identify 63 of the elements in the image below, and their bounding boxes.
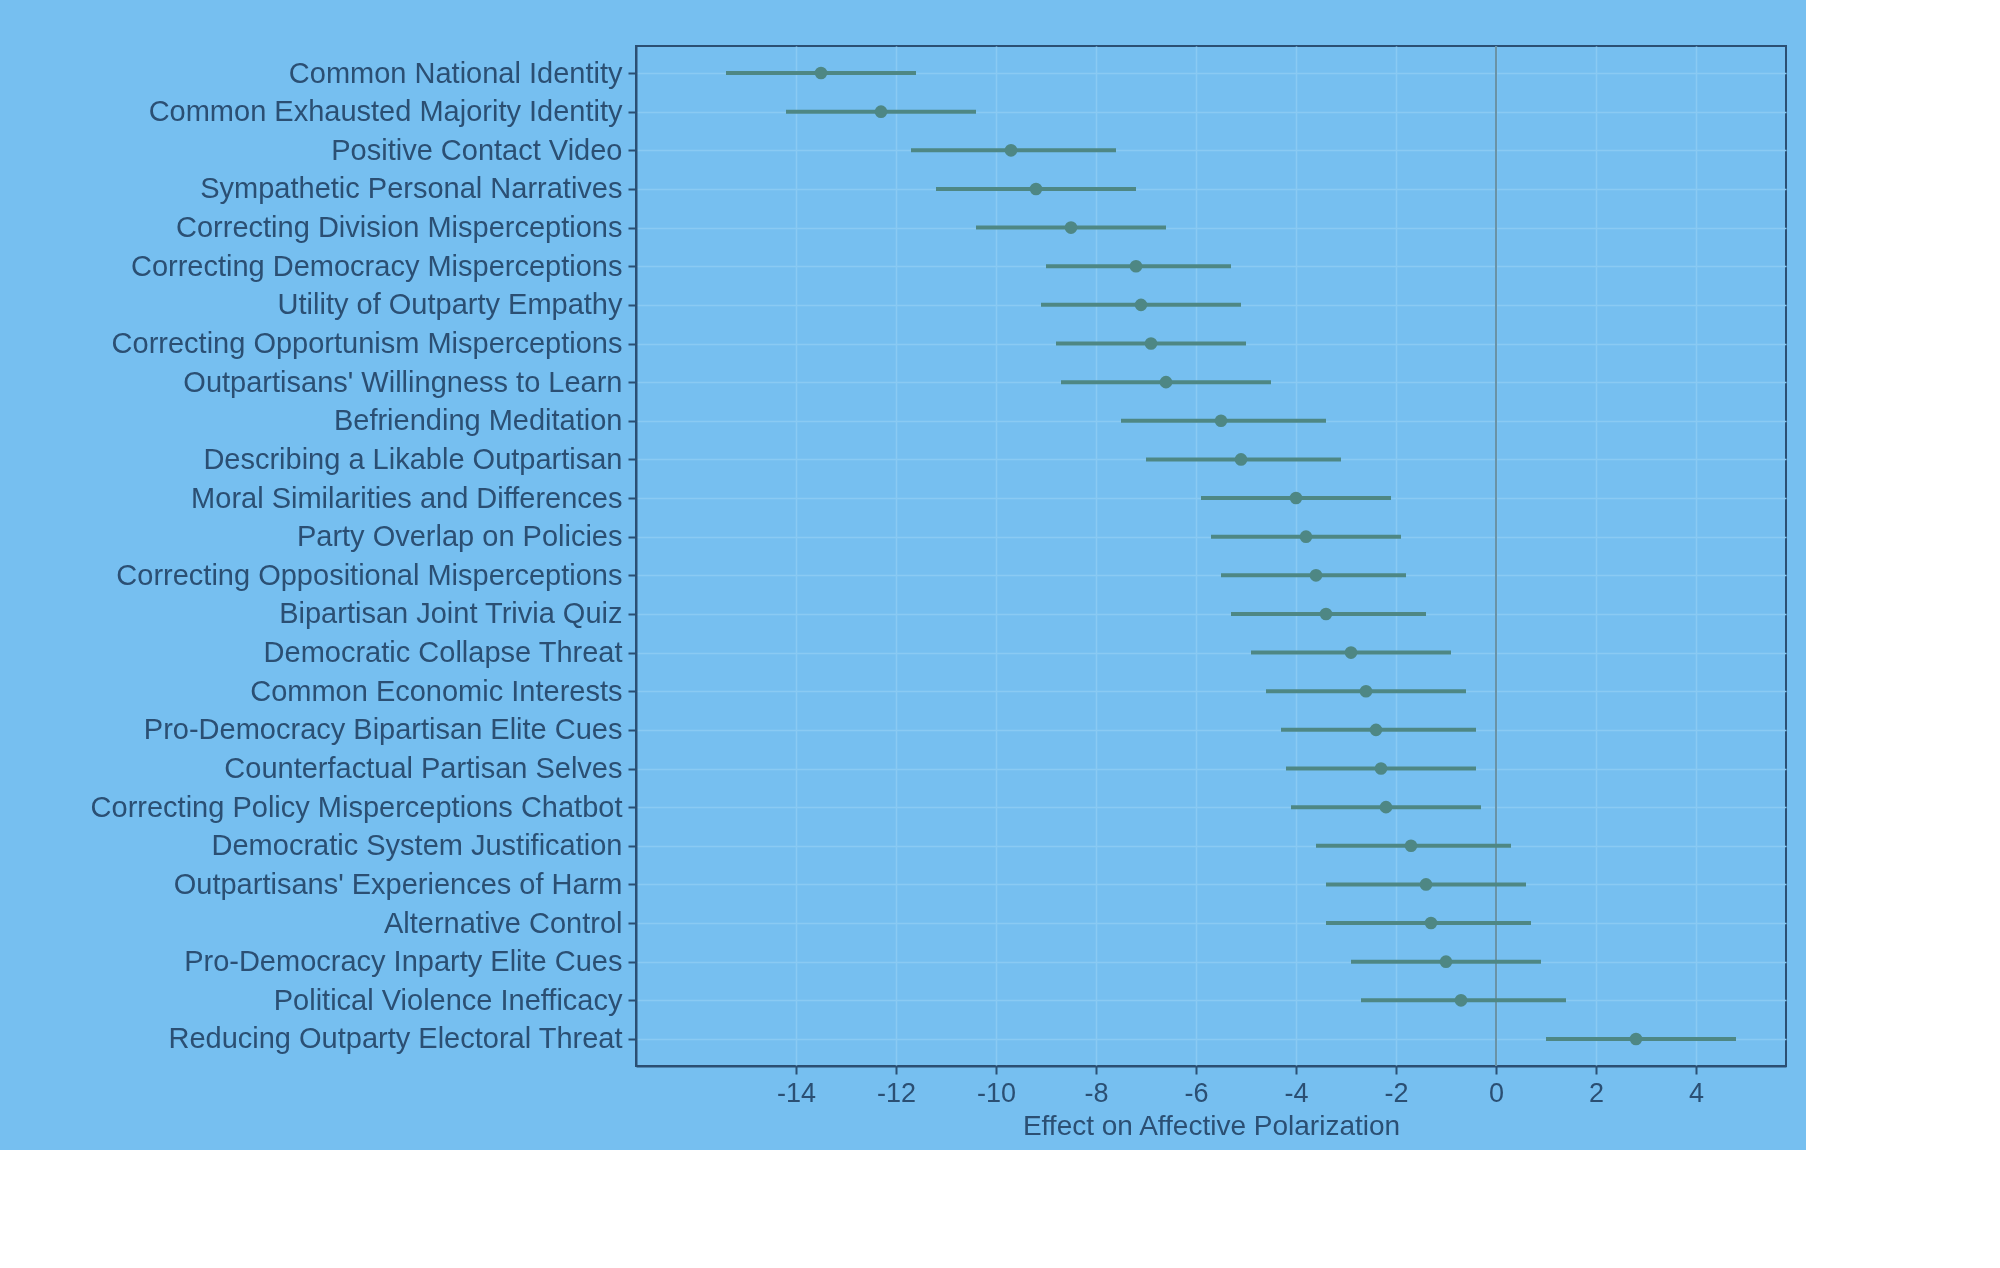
point [1419, 878, 1433, 891]
y-tick-label: Correcting Opportunism Misperceptions [111, 327, 623, 359]
y-tick-label: Moral Similarities and Differences [191, 481, 623, 514]
y-tick-label: Democratic System Justification [211, 829, 623, 862]
point [1379, 800, 1393, 814]
x-tick-label: 0 [1488, 1077, 1505, 1108]
point [1234, 453, 1248, 466]
point [1439, 955, 1453, 968]
y-tick-label: Common National Identity [288, 56, 623, 89]
y-tick-label: Bipartisan Joint Trivia Quiz [279, 597, 623, 630]
y-tick-label: Correcting Policy Misperceptions Chatbot [90, 790, 623, 823]
y-tick-label: Outpartisans' Willingness to Learn [183, 365, 623, 398]
y-tick-label: Befriending Meditation [333, 404, 623, 437]
y-tick-label: Sympathetic Personal Narratives [200, 172, 623, 205]
point [1144, 337, 1158, 350]
y-tick-label: Correcting Division Misperceptions [176, 211, 623, 244]
point [1289, 491, 1303, 505]
y-tick-label: Common Economic Interests [250, 674, 623, 707]
point [1129, 259, 1143, 273]
x-tick-label: -10 [976, 1077, 1017, 1108]
y-tick-label: Correcting Democracy Misperceptions [130, 249, 623, 282]
point [1454, 994, 1468, 1007]
x-tick-label: -2 [1384, 1077, 1409, 1108]
point [1344, 646, 1358, 659]
point [1404, 839, 1418, 853]
point [1064, 221, 1078, 234]
y-tick-label: Positive Contact Video [331, 133, 623, 166]
x-tick-label: 4 [1688, 1077, 1705, 1108]
y-tick-label: Alternative Control [383, 906, 623, 939]
x-tick-label: 2 [1588, 1077, 1605, 1108]
y-tick-label: Reducing Outparty Electoral Threat [168, 1022, 623, 1055]
y-tick-label: Outpartisans' Experiences of Harm [173, 867, 623, 900]
point [1319, 607, 1333, 621]
x-tick-label: -4 [1284, 1077, 1309, 1108]
point [1369, 723, 1383, 737]
y-tick-label: Democratic Collapse Threat [263, 636, 623, 669]
y-tick-label: Common Exhausted Majority Identity [148, 95, 623, 128]
x-tick-label: -12 [876, 1077, 917, 1108]
y-tick-label: Correcting Oppositional Misperceptions [116, 558, 623, 591]
point [1214, 414, 1228, 428]
y-tick-label: Utility of Outparty Empathy [277, 288, 623, 321]
y-tick-label: Political Violence Inefficacy [273, 983, 623, 1016]
y-tick-label: Pro-Democracy Inparty Elite Cues [184, 945, 623, 978]
x-axis-title: Effect on Affective Polarization [1022, 1109, 1401, 1141]
x-tick-label: -8 [1084, 1077, 1109, 1108]
y-tick-label: Party Overlap on Policies [296, 520, 623, 553]
point [1299, 530, 1313, 543]
x-tick-label: -14 [776, 1077, 817, 1108]
point [1159, 375, 1173, 389]
y-tick-label: Describing a Likable Outpartisan [203, 442, 623, 475]
point [874, 105, 888, 118]
point [1309, 569, 1323, 582]
point [1629, 1032, 1643, 1046]
x-tick-label: -6 [1184, 1077, 1209, 1108]
point [1359, 684, 1373, 698]
point [1029, 182, 1043, 196]
point [1424, 916, 1438, 930]
y-tick-label: Pro-Democracy Bipartisan Elite Cues [143, 713, 623, 746]
point [814, 66, 828, 80]
point [1004, 144, 1018, 157]
point [1134, 298, 1148, 312]
y-tick-label: Counterfactual Partisan Selves [224, 752, 623, 784]
point [1374, 762, 1388, 775]
